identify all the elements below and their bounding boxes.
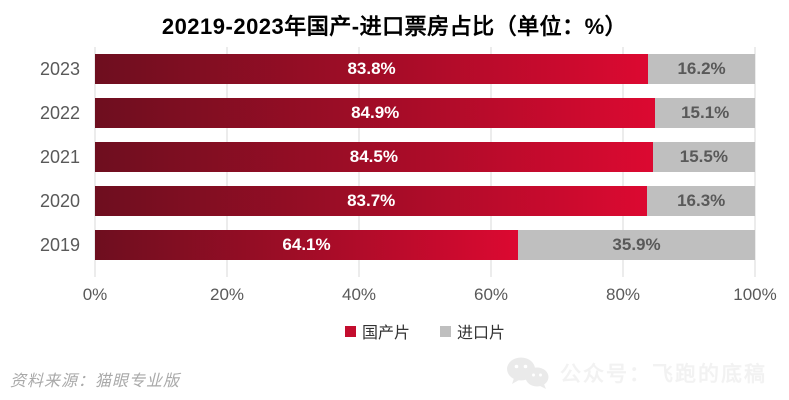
- y-axis-label: 2020: [39, 190, 80, 211]
- x-axis: 0% 20% 40% 60% 80% 100%: [83, 279, 777, 309]
- gridline: [754, 47, 756, 277]
- bar-row-2020: 83.7% 16.3%: [95, 179, 755, 223]
- bar-row-2022: 84.9% 15.1%: [95, 91, 755, 135]
- wechat-icon: [507, 357, 549, 389]
- legend: 国产片 进口片: [95, 319, 755, 343]
- y-axis-label: 2019: [39, 234, 80, 255]
- bar-value-label: 16.3%: [677, 191, 726, 210]
- legend-swatch-red: [344, 325, 356, 337]
- plot-area: 83.8% 16.2% 84.9% 15.1%: [94, 47, 756, 277]
- bar-value-label: 84.9%: [351, 103, 400, 122]
- plot-region: 2023 2022 2021 2020 2019 83.8%: [35, 47, 756, 277]
- bar-value-label: 15.1%: [681, 103, 730, 122]
- x-axis-tick: 40%: [341, 285, 377, 304]
- bar-value-label: 35.9%: [612, 235, 661, 254]
- bar-rows: 83.8% 16.2% 84.9% 15.1%: [95, 47, 755, 267]
- legend-label: 国产片: [361, 325, 410, 342]
- y-axis-label: 2022: [39, 102, 80, 123]
- bar-segment-domestic: 83.8%: [95, 54, 649, 84]
- bar-segment-import: 35.9%: [518, 230, 755, 260]
- legend-item-domestic: 国产片: [344, 319, 410, 343]
- bar-value-label: 83.7%: [347, 191, 396, 210]
- bar-value-label: 15.5%: [679, 147, 728, 166]
- bar-segment-domestic: 84.9%: [95, 98, 656, 128]
- watermark: 公众号：飞跑的底稿: [506, 356, 767, 390]
- legend-item-import: 进口片: [440, 319, 505, 343]
- bar-segment-domestic: 83.7%: [95, 186, 648, 216]
- bar-row-2023: 83.8% 16.2%: [95, 47, 755, 91]
- bar-value-label: 16.2%: [677, 59, 726, 78]
- bar-segment-domestic: 64.1%: [95, 230, 519, 260]
- x-axis-tick: 100%: [733, 285, 777, 304]
- bar-track: 84.9% 15.1%: [95, 98, 755, 128]
- bar-track: 64.1% 35.9%: [95, 230, 755, 260]
- chart-title: 20219-2023年国产-进口票房占比（单位：%）: [161, 14, 628, 39]
- y-axis-label: 2021: [39, 146, 80, 167]
- bar-segment-domestic: 84.5%: [95, 142, 653, 172]
- watermark-text: 公众号：飞跑的底稿: [560, 363, 767, 386]
- y-axis-labels: 2023 2022 2021 2020 2019: [35, 47, 95, 277]
- bar-value-label: 64.1%: [282, 235, 331, 254]
- bar-track: 84.5% 15.5%: [95, 142, 755, 172]
- bar-row-2021: 84.5% 15.5%: [95, 135, 755, 179]
- legend-label: 进口片: [457, 325, 506, 342]
- bar-track: 83.7% 16.3%: [95, 186, 755, 216]
- bar-segment-import: 16.2%: [648, 54, 755, 84]
- bar-value-label: 83.8%: [347, 59, 396, 78]
- bar-track: 83.8% 16.2%: [95, 54, 755, 84]
- bar-segment-import: 15.1%: [655, 98, 755, 128]
- y-axis-label: 2023: [39, 58, 80, 79]
- bar-segment-import: 16.3%: [647, 186, 755, 216]
- legend-swatch-gray: [440, 325, 451, 337]
- x-axis-tick: 20%: [209, 285, 245, 304]
- bar-row-2019: 64.1% 35.9%: [95, 223, 755, 267]
- bar-segment-import: 15.5%: [652, 142, 755, 172]
- source-note: 资料来源：猫眼专业版: [10, 373, 181, 390]
- x-axis-tick: 0%: [82, 285, 108, 304]
- x-axis-tick: 60%: [473, 285, 509, 304]
- x-axis-tick: 80%: [605, 285, 641, 304]
- bar-value-label: 84.5%: [349, 147, 398, 166]
